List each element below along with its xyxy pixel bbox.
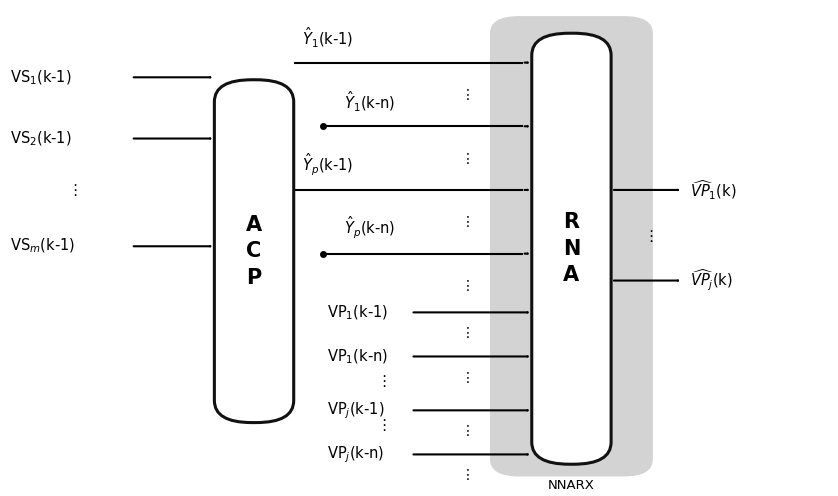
Text: $\hat{Y}_1$(k-1): $\hat{Y}_1$(k-1) xyxy=(302,26,354,51)
Text: NNARX: NNARX xyxy=(548,479,595,492)
FancyBboxPatch shape xyxy=(215,80,293,423)
Text: A
C
P: A C P xyxy=(246,215,262,288)
FancyBboxPatch shape xyxy=(532,33,611,464)
Text: $\vdots$: $\vdots$ xyxy=(460,214,470,229)
Text: VS$_1$(k-1): VS$_1$(k-1) xyxy=(10,68,71,86)
Text: $\vdots$: $\vdots$ xyxy=(67,182,78,198)
Text: $\vdots$: $\vdots$ xyxy=(460,424,470,438)
Text: $\hat{Y}_1$(k-n): $\hat{Y}_1$(k-n) xyxy=(344,90,395,114)
Text: VP$_j$(k-1): VP$_j$(k-1) xyxy=(327,400,385,421)
Text: $\vdots$: $\vdots$ xyxy=(460,468,470,483)
Text: VP$_1$(k-1): VP$_1$(k-1) xyxy=(327,303,388,321)
Text: $\widehat{VP}_j$(k): $\widehat{VP}_j$(k) xyxy=(691,268,733,293)
Text: $\vdots$: $\vdots$ xyxy=(460,325,470,340)
Text: R
N
A: R N A xyxy=(563,212,580,285)
Text: $\vdots$: $\vdots$ xyxy=(460,151,470,166)
Text: $\hat{Y}_p$(k-n): $\hat{Y}_p$(k-n) xyxy=(344,215,395,242)
Text: VP$_1$(k-n): VP$_1$(k-n) xyxy=(327,347,388,366)
Text: VP$_j$(k-n): VP$_j$(k-n) xyxy=(327,444,385,465)
Text: $\vdots$: $\vdots$ xyxy=(460,87,470,102)
Text: $\widehat{VP}_1$(k): $\widehat{VP}_1$(k) xyxy=(691,179,737,201)
Text: $\hat{Y}_p$(k-1): $\hat{Y}_p$(k-1) xyxy=(302,151,354,178)
Text: VS$_2$(k-1): VS$_2$(k-1) xyxy=(10,129,71,148)
Text: $\vdots$: $\vdots$ xyxy=(376,373,386,389)
Text: $\vdots$: $\vdots$ xyxy=(644,229,654,245)
Text: $\vdots$: $\vdots$ xyxy=(460,370,470,384)
Text: $\vdots$: $\vdots$ xyxy=(376,417,386,433)
Text: $\vdots$: $\vdots$ xyxy=(460,278,470,293)
Text: VS$_m$(k-1): VS$_m$(k-1) xyxy=(10,237,75,255)
FancyBboxPatch shape xyxy=(490,16,653,477)
